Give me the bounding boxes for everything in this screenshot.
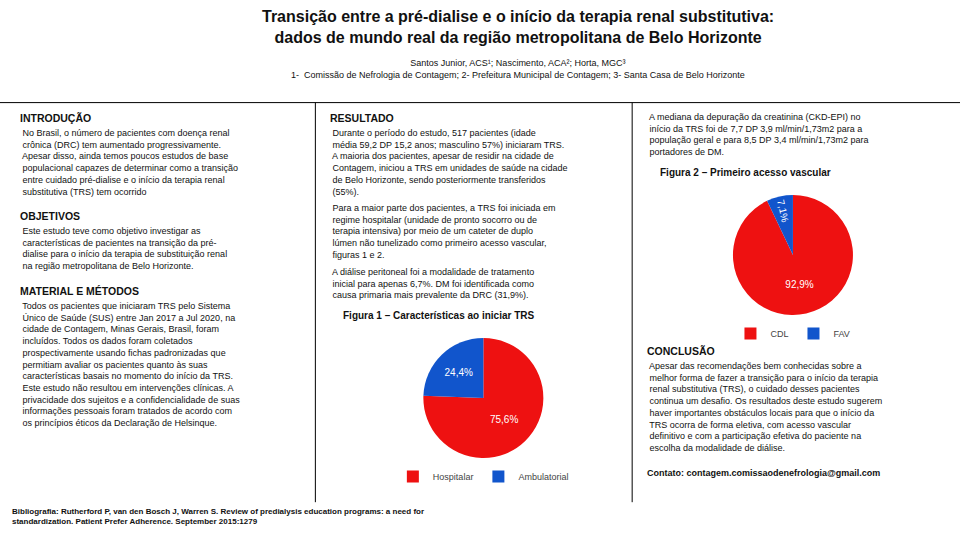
svg-text:Ambulatorial: Ambulatorial bbox=[518, 472, 568, 482]
svg-text:A diálise peritoneal foi a mod: A diálise peritoneal foi a modalidade de… bbox=[330, 267, 534, 300]
svg-text:OBJETIVOS: OBJETIVOS bbox=[20, 210, 80, 222]
svg-text:7,1%: 7,1% bbox=[775, 199, 791, 224]
svg-text:CDL: CDL bbox=[770, 329, 788, 339]
svg-text:Durante o período do estudo, 5: Durante o período do estudo, 517 pacient… bbox=[330, 128, 568, 197]
svg-text:75,6%: 75,6% bbox=[490, 414, 518, 425]
svg-text:No Brasil, o número de pacient: No Brasil, o número de pacientes com doe… bbox=[20, 128, 238, 197]
svg-text:Santos Junior, ACS¹; Nasciment: Santos Junior, ACS¹; Nascimento, ACA²; H… bbox=[291, 58, 745, 80]
svg-text:A mediana da depuração da crea: A mediana da depuração da creatinina (CK… bbox=[647, 112, 868, 157]
svg-text:92,9%: 92,9% bbox=[785, 279, 813, 290]
svg-text:Para a maior parte dos pacient: Para a maior parte dos pacientes, a TRS … bbox=[330, 203, 555, 260]
svg-text:RESULTADO: RESULTADO bbox=[330, 112, 394, 124]
svg-text:FAV: FAV bbox=[833, 329, 849, 339]
svg-text:Figura 2 – Primeiro acesso vas: Figura 2 – Primeiro acesso vascular bbox=[660, 167, 831, 178]
svg-text:Hospitalar: Hospitalar bbox=[433, 472, 474, 482]
svg-text:MATERIAL E MÉTODOS: MATERIAL E MÉTODOS bbox=[20, 285, 139, 297]
svg-text:CONCLUSÃO: CONCLUSÃO bbox=[647, 345, 715, 357]
svg-text:Figura 1 – Características ao: Figura 1 – Características ao iniciar TR… bbox=[343, 310, 535, 321]
svg-text:Todos os pacientes que iniciar: Todos os pacientes que iniciaram TRS pel… bbox=[20, 301, 240, 428]
svg-text:Apesar das recomendações bem c: Apesar das recomendações bem conhecidas … bbox=[647, 361, 882, 453]
svg-text:24,4%: 24,4% bbox=[445, 367, 473, 378]
svg-text:Este estudo teve como objetivo: Este estudo teve como objetivo investiga… bbox=[20, 226, 227, 271]
svg-text:Bibliografia: Rutherford P, va: Bibliografia: Rutherford P, van den Bosc… bbox=[12, 507, 424, 526]
svg-text:Contato: contagem.comissaodene: Contato: contagem.comissaodenefrologia@g… bbox=[647, 468, 880, 478]
svg-text:Transição entre a pré-dialise: Transição entre a pré-dialise e o início… bbox=[262, 8, 774, 46]
svg-text:INTRODUÇÃO: INTRODUÇÃO bbox=[20, 112, 91, 124]
